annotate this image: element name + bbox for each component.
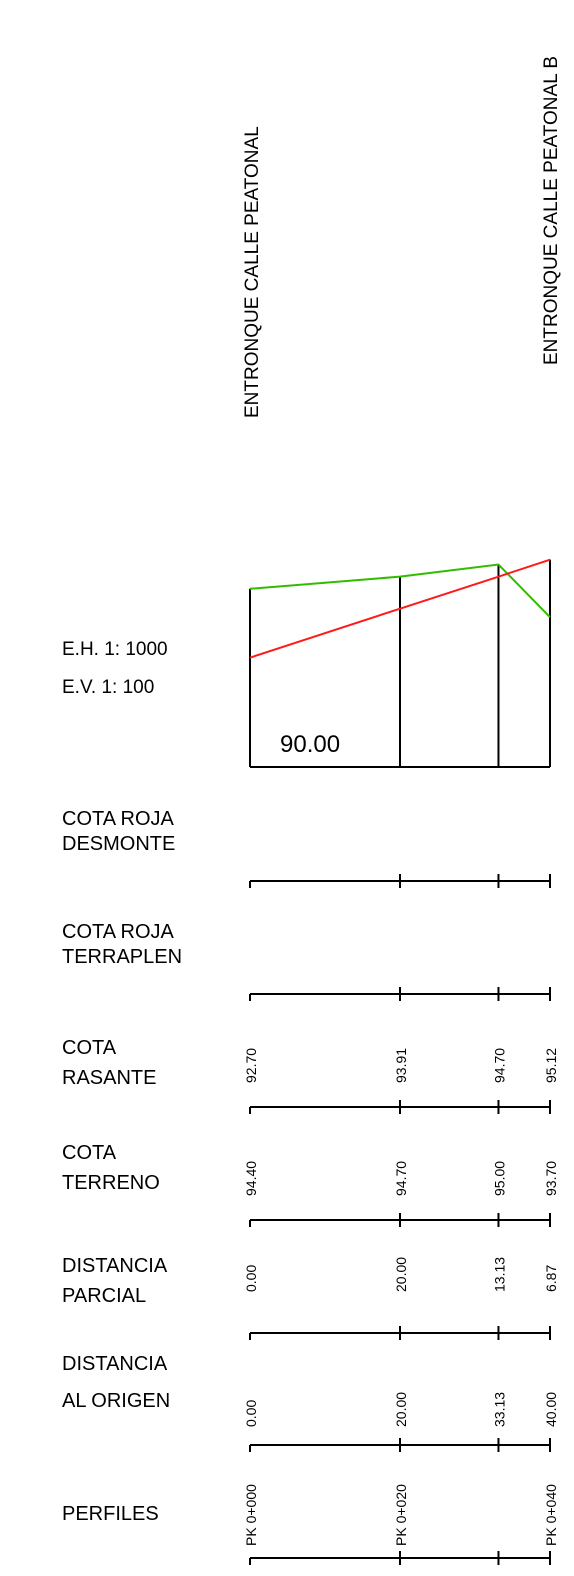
series-rasante-line — [249, 558, 551, 659]
parcial-value: 6.87 — [543, 1265, 559, 1292]
junction-label-left: ENTRONQUE CALLE PEATONAL — [242, 126, 263, 418]
row-label-rasante-1: COTA — [62, 1037, 117, 1059]
origen-value: 40.00 — [543, 1392, 559, 1427]
junction-label-right: ENTRONQUE CALLE PEATONAL B — [541, 56, 562, 365]
origen-value: 33.13 — [491, 1392, 507, 1427]
origen-value: 0.00 — [243, 1400, 259, 1427]
scale-vertical: E.V. 1: 100 — [62, 677, 154, 698]
row-label-origen-2: AL ORIGEN — [62, 1390, 170, 1412]
parcial-value: 20.00 — [393, 1257, 409, 1292]
pk-label: PK 0+020 — [393, 1484, 409, 1546]
terreno-value: 94.40 — [243, 1161, 259, 1196]
row-label-parcial-1: DISTANCIA — [62, 1255, 168, 1277]
rasante-value: 92.70 — [243, 1048, 259, 1083]
row-label-terreno-2: TERRENO — [62, 1172, 160, 1194]
terreno-value: 95.00 — [491, 1161, 507, 1196]
row-label-desmonte-1: COTA ROJA — [62, 808, 175, 830]
terreno-value: 94.70 — [393, 1161, 409, 1196]
row-label-desmonte-2: DESMONTE — [62, 833, 175, 855]
pk-label: PK 0+000 — [243, 1484, 259, 1546]
rasante-value: 93.91 — [393, 1048, 409, 1083]
parcial-value: 13.13 — [491, 1257, 507, 1292]
row-label-rasante-2: RASANTE — [62, 1067, 156, 1089]
row-label-perfiles: PERFILES — [62, 1503, 159, 1525]
rasante-value: 94.70 — [491, 1048, 507, 1083]
terreno-value: 93.70 — [543, 1161, 559, 1196]
series-terreno-line — [249, 563, 551, 618]
scale-horizontal: E.H. 1: 1000 — [62, 639, 168, 660]
row-label-terraplen-1: COTA ROJA — [62, 921, 175, 943]
parcial-value: 0.00 — [243, 1265, 259, 1292]
rasante-value: 95.12 — [543, 1048, 559, 1083]
row-label-terraplen-2: TERRAPLEN — [62, 946, 182, 968]
datum-label: 90.00 — [280, 731, 340, 758]
origen-value: 20.00 — [393, 1392, 409, 1427]
table-values: 92.70 93.91 94.70 95.12 94.40 94.70 95.00 93.70… — [243, 1048, 559, 1546]
row-label-origen-1: DISTANCIA — [62, 1353, 168, 1375]
row-label-parcial-2: PARCIAL — [62, 1285, 146, 1307]
row-label-terreno-1: COTA — [62, 1142, 117, 1164]
table-rules — [249, 874, 551, 1565]
pk-label: PK 0+040 — [543, 1484, 559, 1546]
